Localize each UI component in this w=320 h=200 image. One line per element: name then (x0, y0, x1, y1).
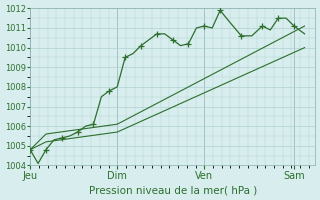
X-axis label: Pression niveau de la mer( hPa ): Pression niveau de la mer( hPa ) (89, 185, 257, 195)
